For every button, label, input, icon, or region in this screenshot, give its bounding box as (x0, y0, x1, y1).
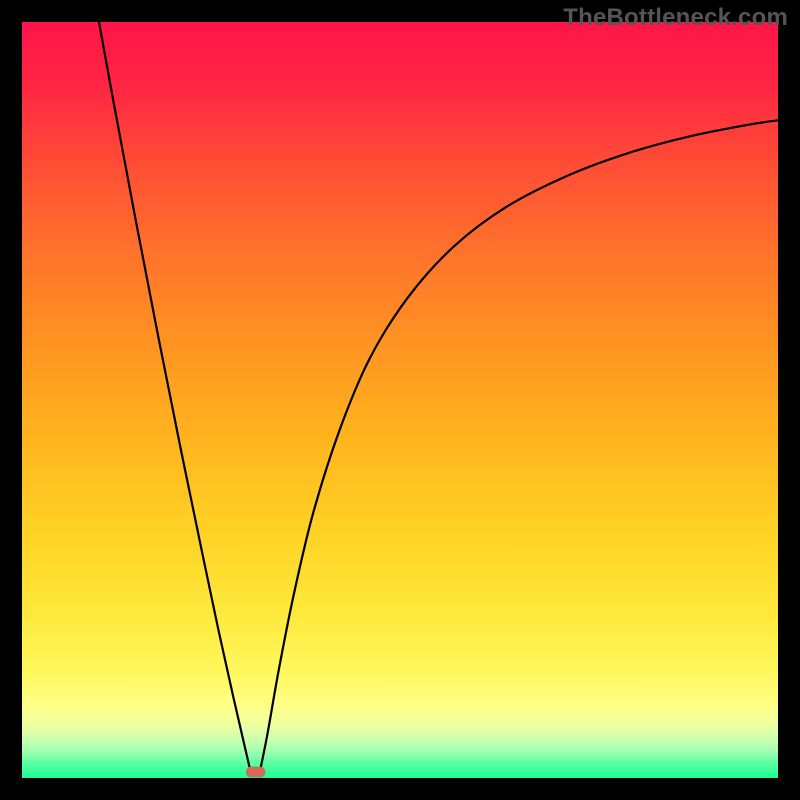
plot-area (22, 22, 778, 778)
minimum-marker (246, 767, 266, 778)
watermark-text: TheBottleneck.com (563, 4, 788, 32)
bottleneck-chart (0, 0, 800, 800)
chart-container: TheBottleneck.com (0, 0, 800, 800)
